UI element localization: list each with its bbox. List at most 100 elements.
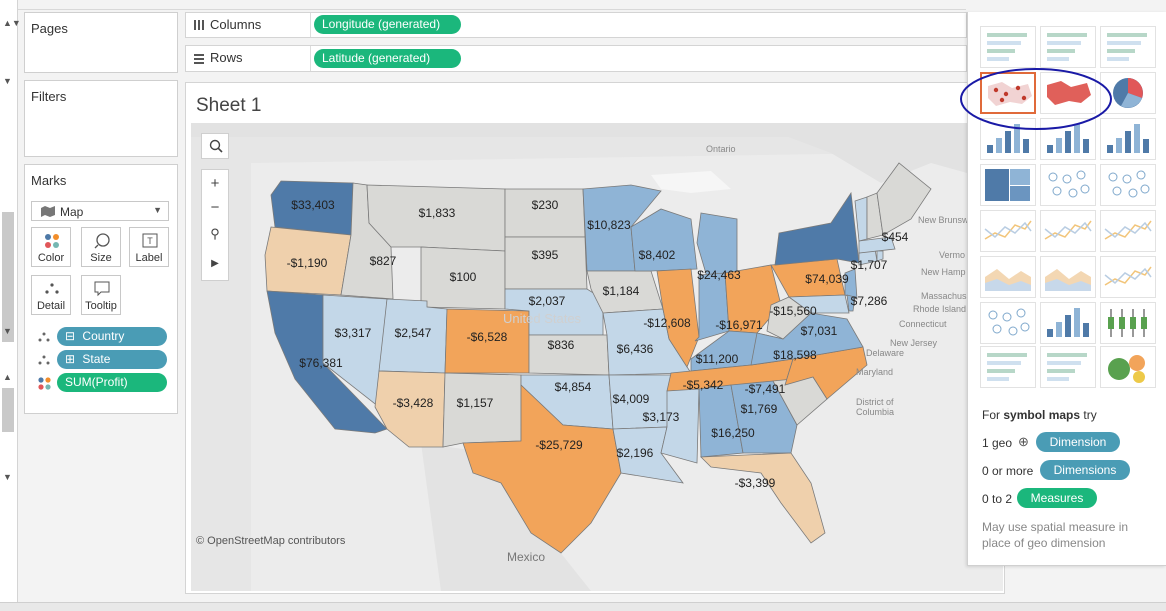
- show-me-text-table[interactable]: [980, 26, 1036, 68]
- sum-profit-field-pill[interactable]: SUM(Profit): [57, 373, 167, 392]
- map-search-button[interactable]: [201, 133, 229, 159]
- rows-shelf[interactable]: Rows Latitude (generated): [185, 45, 967, 72]
- state-label-wa: $33,403: [291, 198, 335, 212]
- show-me-histogram[interactable]: [1040, 302, 1096, 344]
- us-profit-map[interactable]: $33,403 -$1,190 $76,381 $3,317 $827 $1,833 $10…: [191, 123, 1003, 591]
- show-me-packed-bubbles[interactable]: [1100, 346, 1156, 388]
- stacked-bars-icon: [1047, 124, 1089, 153]
- chevron-down-icon[interactable]: ▼: [3, 76, 12, 86]
- state-label-ga: $16,250: [711, 426, 755, 440]
- pages-title: Pages: [31, 21, 68, 36]
- state-label-nm: $1,157: [457, 396, 494, 410]
- show-me-area-continuous[interactable]: [980, 256, 1036, 298]
- state-tx[interactable]: [462, 384, 622, 554]
- scatter-plot-icon: [988, 308, 1030, 336]
- top-toolbar-strip: [18, 0, 966, 10]
- detail-button[interactable]: Detail: [31, 275, 71, 315]
- mark-type-dropdown[interactable]: Map ▼: [31, 201, 169, 221]
- state-sd[interactable]: [504, 236, 588, 290]
- state-nm[interactable]: [442, 372, 522, 448]
- circle-views-icon: [1048, 170, 1090, 198]
- side-by-side-circles-icon: [1108, 170, 1150, 198]
- show-me-highlight-table[interactable]: [1100, 26, 1156, 68]
- dual-lines-icon: [1104, 220, 1152, 240]
- map-label-ontario: Ontario: [706, 144, 736, 154]
- state-label-ia: $1,184: [603, 284, 640, 298]
- state-ri[interactable]: [876, 250, 884, 262]
- state-or[interactable]: [264, 226, 352, 296]
- collapse-arrow-icon[interactable]: ▲▼: [3, 18, 21, 28]
- show-me-bullet-graph[interactable]: [1040, 346, 1096, 388]
- state-label-sd: $395: [532, 248, 559, 262]
- country-field-pill[interactable]: ⊟ Country: [57, 327, 167, 346]
- filters-card[interactable]: Filters: [24, 80, 178, 157]
- show-me-side-by-side-circles[interactable]: [1100, 164, 1156, 206]
- longitude-pill-label: Longitude (generated): [322, 17, 441, 31]
- state-ms[interactable]: [660, 388, 700, 464]
- histogram-icon: [1047, 308, 1089, 337]
- chevron-down-icon[interactable]: ▼: [3, 472, 12, 482]
- scrollbar-thumb[interactable]: [2, 212, 14, 342]
- state-ga[interactable]: [730, 380, 798, 454]
- map-view[interactable]: $33,403 -$1,190 $76,381 $3,317 $827 $1,833 $10…: [191, 123, 1003, 591]
- tooltip-button-label: Tooltip: [85, 300, 117, 312]
- state-field-pill[interactable]: ⊞ State: [57, 350, 167, 369]
- state-la[interactable]: [612, 426, 684, 484]
- show-me-line-continuous[interactable]: [980, 210, 1036, 252]
- state-nj[interactable]: [844, 268, 858, 300]
- show-me-scatter-plot[interactable]: [980, 302, 1036, 344]
- size-button[interactable]: Size: [81, 227, 121, 267]
- state-de[interactable]: [846, 294, 856, 312]
- state-md[interactable]: [787, 294, 850, 314]
- sheet-tabs-bar[interactable]: [0, 602, 1166, 611]
- state-in[interactable]: [694, 272, 730, 342]
- area-continuous-icon: [985, 269, 1031, 291]
- state-label-pa: -$15,560: [769, 304, 817, 318]
- show-me-dual-lines[interactable]: [1100, 210, 1156, 252]
- pin-icon[interactable]: ⚲: [210, 226, 220, 241]
- state-me[interactable]: [876, 162, 932, 236]
- show-me-side-by-side-bars[interactable]: [1100, 118, 1156, 160]
- zoom-in-icon[interactable]: +: [210, 175, 220, 192]
- show-me-gantt-chart[interactable]: [980, 346, 1036, 388]
- label-icon: T: [142, 233, 158, 248]
- state-fl[interactable]: [700, 452, 826, 544]
- show-me-hint: For symbol maps try: [982, 408, 1097, 422]
- state-nd[interactable]: [504, 188, 586, 238]
- longitude-pill[interactable]: Longitude (generated): [314, 15, 461, 34]
- show-me-line-discrete[interactable]: [1040, 210, 1096, 252]
- show-me-stacked-bars[interactable]: [1040, 118, 1096, 160]
- state-label-nv: $3,317: [335, 326, 372, 340]
- columns-shelf[interactable]: Columns Longitude (generated): [185, 12, 967, 38]
- chevron-down-icon[interactable]: ▼: [3, 326, 12, 336]
- show-me-circle-views[interactable]: [1040, 164, 1096, 206]
- state-il[interactable]: [656, 268, 700, 368]
- state-label-nd: $230: [532, 198, 559, 212]
- symbol-map-icon: [988, 82, 1032, 106]
- pages-card[interactable]: Pages: [24, 12, 178, 73]
- bullet-graph-icon: [1047, 353, 1087, 381]
- show-me-heat-map[interactable]: [1040, 26, 1096, 68]
- show-me-horizontal-bars[interactable]: [980, 118, 1036, 160]
- zoom-out-icon[interactable]: −: [210, 199, 220, 216]
- state-label-ri: $7,286: [851, 294, 888, 308]
- show-me-panel: For symbol maps try 1 geo ⊕ Dimension 0 …: [960, 12, 1166, 566]
- latitude-pill[interactable]: Latitude (generated): [314, 49, 461, 68]
- tooltip-button[interactable]: Tooltip: [81, 275, 121, 315]
- state-wv[interactable]: [766, 296, 812, 340]
- state-label-ok: $4,854: [555, 380, 592, 394]
- state-ma[interactable]: [858, 236, 896, 254]
- label-button[interactable]: T Label: [129, 227, 169, 267]
- expand-toolbar-icon[interactable]: ▶: [211, 258, 219, 269]
- show-me-symbol-map[interactable]: [980, 72, 1036, 114]
- chevron-up-icon[interactable]: ▲: [3, 372, 12, 382]
- scrollbar-thumb[interactable]: [2, 388, 14, 432]
- color-button[interactable]: Color: [31, 227, 71, 267]
- state-wi[interactable]: [630, 208, 698, 272]
- show-me-dual-combination[interactable]: [1100, 256, 1156, 298]
- show-me-area-discrete[interactable]: [1040, 256, 1096, 298]
- show-me-treemap[interactable]: [980, 164, 1036, 206]
- show-me-filled-map[interactable]: [1040, 72, 1096, 114]
- state-label-tx: -$25,729: [535, 438, 583, 452]
- show-me-box-whisker[interactable]: [1100, 302, 1156, 344]
